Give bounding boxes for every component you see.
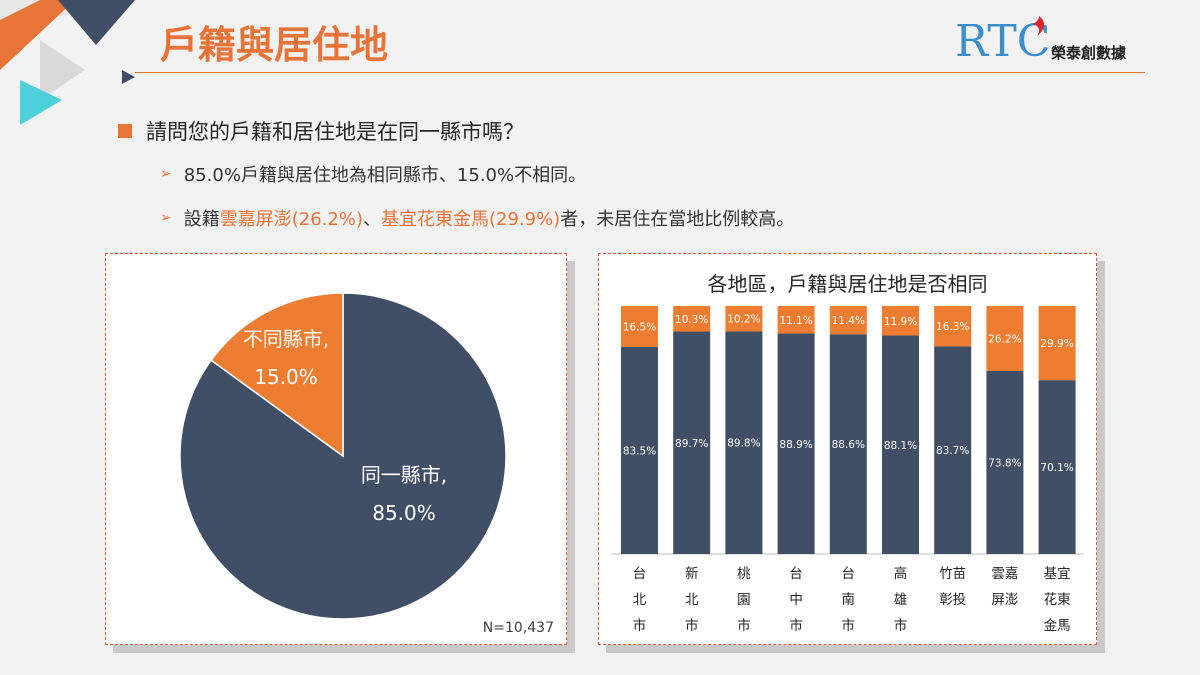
category-label-6-0: 竹苗 bbox=[939, 566, 966, 582]
category-label-2-0: 桃 bbox=[737, 566, 751, 582]
corner-decoration bbox=[0, 0, 135, 125]
bar-diff-label-5: 11.9% bbox=[884, 316, 917, 328]
bar-diff-label-2: 10.2% bbox=[727, 314, 760, 326]
finding-text-1: 85.0%戶籍與居住地為相同縣市、15.0%不相同。 bbox=[183, 165, 587, 186]
bar-diff-4 bbox=[829, 306, 867, 335]
bar-diff-3 bbox=[777, 306, 815, 334]
bar-same-8 bbox=[1038, 380, 1076, 554]
category-label-0-1: 北 bbox=[633, 592, 647, 608]
bar-same-4 bbox=[829, 334, 867, 554]
bar-chart-panel: 各地區，戶籍與居住地是否相同 16.5% 83.5% 台北市 10.3% 89.7% 新北… bbox=[598, 253, 1097, 645]
category-label-8-1: 花東 bbox=[1044, 592, 1071, 608]
logo-text: 榮泰創數據 bbox=[1051, 44, 1127, 62]
bar-diff-5 bbox=[882, 306, 919, 336]
bar-diff-2 bbox=[725, 306, 763, 332]
pie-label-name-0: 同一縣市, bbox=[361, 463, 447, 487]
bar-diff-label-3: 11.1% bbox=[779, 315, 812, 327]
category-label-0-2: 市 bbox=[633, 617, 647, 634]
flame-icon bbox=[1033, 16, 1045, 36]
category-label-0-0: 台 bbox=[633, 566, 647, 582]
category-label-4-0: 台 bbox=[842, 566, 856, 582]
category-label-8-2: 金馬 bbox=[1044, 618, 1071, 634]
category-label-3-2: 市 bbox=[789, 617, 803, 634]
bar-same-label-0: 83.5% bbox=[623, 445, 656, 457]
brand-logo: RTC 榮泰創數據 bbox=[955, 16, 1155, 70]
question-text: 請問您的戶籍和居住地是在同一縣市嗎？ bbox=[146, 120, 524, 144]
category-label-7-1: 屏澎 bbox=[991, 592, 1018, 608]
logo-mark: RTC bbox=[955, 18, 1050, 66]
pie-label-name-1: 不同縣市, bbox=[243, 327, 329, 351]
category-label-5-2: 市 bbox=[894, 617, 908, 634]
finding-text-2-pre: 設籍 bbox=[183, 209, 220, 230]
bar-diff-6 bbox=[934, 306, 972, 347]
arrow-bullet-icon: ➢ bbox=[160, 210, 172, 226]
category-label-5-1: 雄 bbox=[894, 592, 908, 608]
bar-same-label-1: 89.7% bbox=[675, 438, 708, 450]
bar-same-label-8: 70.1% bbox=[1040, 462, 1073, 474]
bar-diff-label-4: 11.4% bbox=[832, 315, 865, 327]
category-label-4-1: 南 bbox=[842, 592, 856, 608]
category-label-2-1: 園 bbox=[737, 592, 751, 608]
category-label-7-0: 雲嘉 bbox=[991, 566, 1018, 582]
bar-same-label-5: 88.1% bbox=[884, 440, 917, 452]
bar-diff-label-7: 26.2% bbox=[988, 333, 1021, 345]
pie-label-value-0: 85.0% bbox=[372, 501, 436, 525]
category-label-5-0: 高 bbox=[894, 565, 908, 582]
bar-same-5 bbox=[882, 335, 919, 554]
arrow-bullet-icon: ➢ bbox=[160, 166, 172, 182]
bar-same-6 bbox=[934, 346, 972, 554]
pie-chart: 同一縣市, 85.0% 不同縣市, 15.0% bbox=[179, 292, 507, 620]
bar-diff-label-8: 29.9% bbox=[1040, 338, 1073, 350]
bar-same-1 bbox=[673, 331, 711, 554]
category-label-3-0: 台 bbox=[789, 566, 803, 582]
bar-diff-1 bbox=[673, 306, 711, 332]
page-title: 戶籍與居住地 bbox=[160, 23, 389, 67]
bar-same-3 bbox=[777, 333, 815, 554]
bar-chart-title: 各地區，戶籍與居住地是否相同 bbox=[707, 272, 988, 296]
bar-diff-7 bbox=[986, 306, 1024, 371]
category-label-8-0: 基宜 bbox=[1044, 565, 1071, 582]
bar-same-label-3: 88.9% bbox=[779, 439, 812, 451]
survey-question: 請問您的戶籍和居住地是在同一縣市嗎？ bbox=[118, 116, 524, 146]
bar-same-label-2: 89.8% bbox=[727, 438, 760, 450]
pie-chart-panel: 同一縣市, 85.0% 不同縣市, 15.0% N=10,437 bbox=[105, 253, 567, 645]
finding-text-2-post: 者，未居住在當地比例較高。 bbox=[560, 209, 795, 230]
bar-diff-8 bbox=[1038, 306, 1076, 381]
finding-bullet-1: ➢ 85.0%戶籍與居住地為相同縣市、15.0%不相同。 bbox=[160, 161, 586, 187]
finding-text-2: 設籍雲嘉屏澎(26.2%)、基宜花東金馬(29.9%)者，未居住在當地比例較高。 bbox=[184, 205, 794, 231]
logo-mark-text: RTC bbox=[955, 16, 1051, 67]
bar-diff-label-1: 10.3% bbox=[675, 314, 708, 326]
bar-diff-0 bbox=[621, 306, 658, 347]
highlight-jiyi: 基宜花東金馬(29.9%) bbox=[380, 209, 561, 230]
sample-size: N=10,437 bbox=[482, 620, 554, 636]
pie-label-value-1: 15.0% bbox=[254, 365, 318, 389]
category-label-3-1: 中 bbox=[789, 592, 803, 608]
category-label-6-1: 彰投 bbox=[939, 591, 966, 608]
bar-same-label-4: 88.6% bbox=[832, 439, 865, 451]
bar-same-label-7: 73.8% bbox=[988, 457, 1021, 469]
bar-same-2 bbox=[725, 331, 763, 554]
category-label-4-2: 市 bbox=[842, 617, 856, 634]
category-label-2-2: 市 bbox=[737, 617, 751, 634]
bar-diff-label-0: 16.5% bbox=[623, 321, 656, 333]
bar-same-label-6: 83.7% bbox=[936, 445, 969, 457]
bar-same-7 bbox=[986, 370, 1024, 554]
finding-bullet-2: ➢ 設籍雲嘉屏澎(26.2%)、基宜花東金馬(29.9%)者，未居住在當地比例較… bbox=[160, 205, 794, 231]
finding-text-2-mid: 、 bbox=[362, 209, 381, 230]
category-label-1-2: 市 bbox=[685, 617, 699, 634]
title-underline bbox=[135, 72, 1145, 73]
highlight-yunjia: 雲嘉屏澎(26.2%) bbox=[219, 209, 363, 230]
stacked-bar-chart: 16.5%83.5%台北市10.3%89.7%新北市10.2%89.8%桃園市1… bbox=[611, 306, 1084, 634]
category-label-1-0: 新 bbox=[685, 566, 699, 582]
pie-slice-1 bbox=[210, 292, 344, 458]
bar-diff-label-6: 16.3% bbox=[936, 321, 969, 333]
bar-same-0 bbox=[621, 346, 658, 554]
category-label-1-1: 北 bbox=[685, 592, 699, 608]
square-bullet-icon bbox=[118, 124, 132, 138]
